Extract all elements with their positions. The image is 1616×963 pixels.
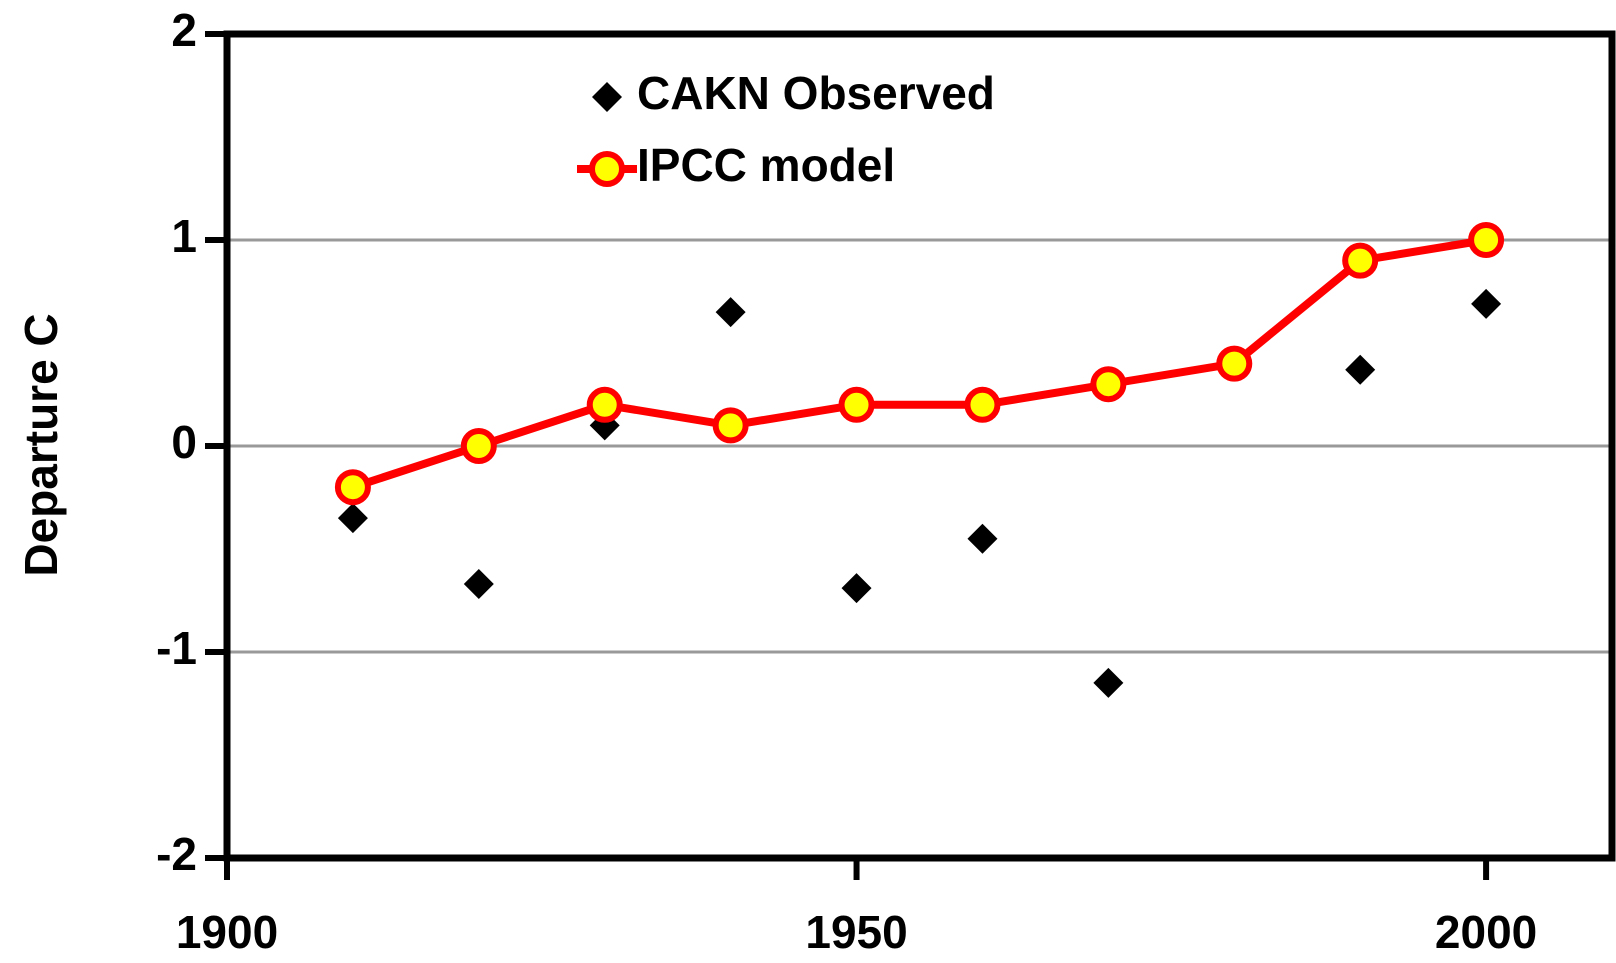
point — [838, 386, 875, 423]
x-tick-label: 2000 — [1435, 906, 1537, 958]
point — [1342, 242, 1379, 279]
x-tick-label: 1950 — [805, 906, 907, 958]
plot-frame — [223, 30, 1616, 862]
line — [351, 236, 1487, 492]
legend-label: IPCC model — [637, 139, 895, 191]
point — [334, 469, 371, 506]
y-tick-label: -1 — [156, 622, 197, 674]
point — [1216, 345, 1253, 382]
x-tick-label: 1900 — [176, 906, 278, 958]
point — [460, 428, 497, 464]
y-tick-label: -2 — [156, 828, 197, 880]
point — [1468, 222, 1505, 258]
point — [337, 503, 368, 534]
legend-marker — [589, 151, 625, 187]
point — [712, 407, 749, 444]
point — [967, 523, 998, 554]
point — [1471, 288, 1502, 319]
point — [1093, 667, 1124, 698]
y-tick-label: 1 — [171, 210, 197, 262]
point — [964, 386, 1001, 423]
point — [841, 573, 872, 604]
legend-marker — [592, 82, 622, 112]
point — [715, 297, 746, 328]
y-tick-label: 0 — [171, 416, 197, 468]
y-axis-label: Departure C — [15, 313, 67, 576]
y-tick-label: 2 — [171, 4, 197, 56]
point — [1345, 354, 1376, 385]
point — [1090, 366, 1127, 403]
legend-label: CAKN Observed — [637, 67, 995, 119]
point — [463, 569, 494, 600]
point — [586, 386, 623, 423]
